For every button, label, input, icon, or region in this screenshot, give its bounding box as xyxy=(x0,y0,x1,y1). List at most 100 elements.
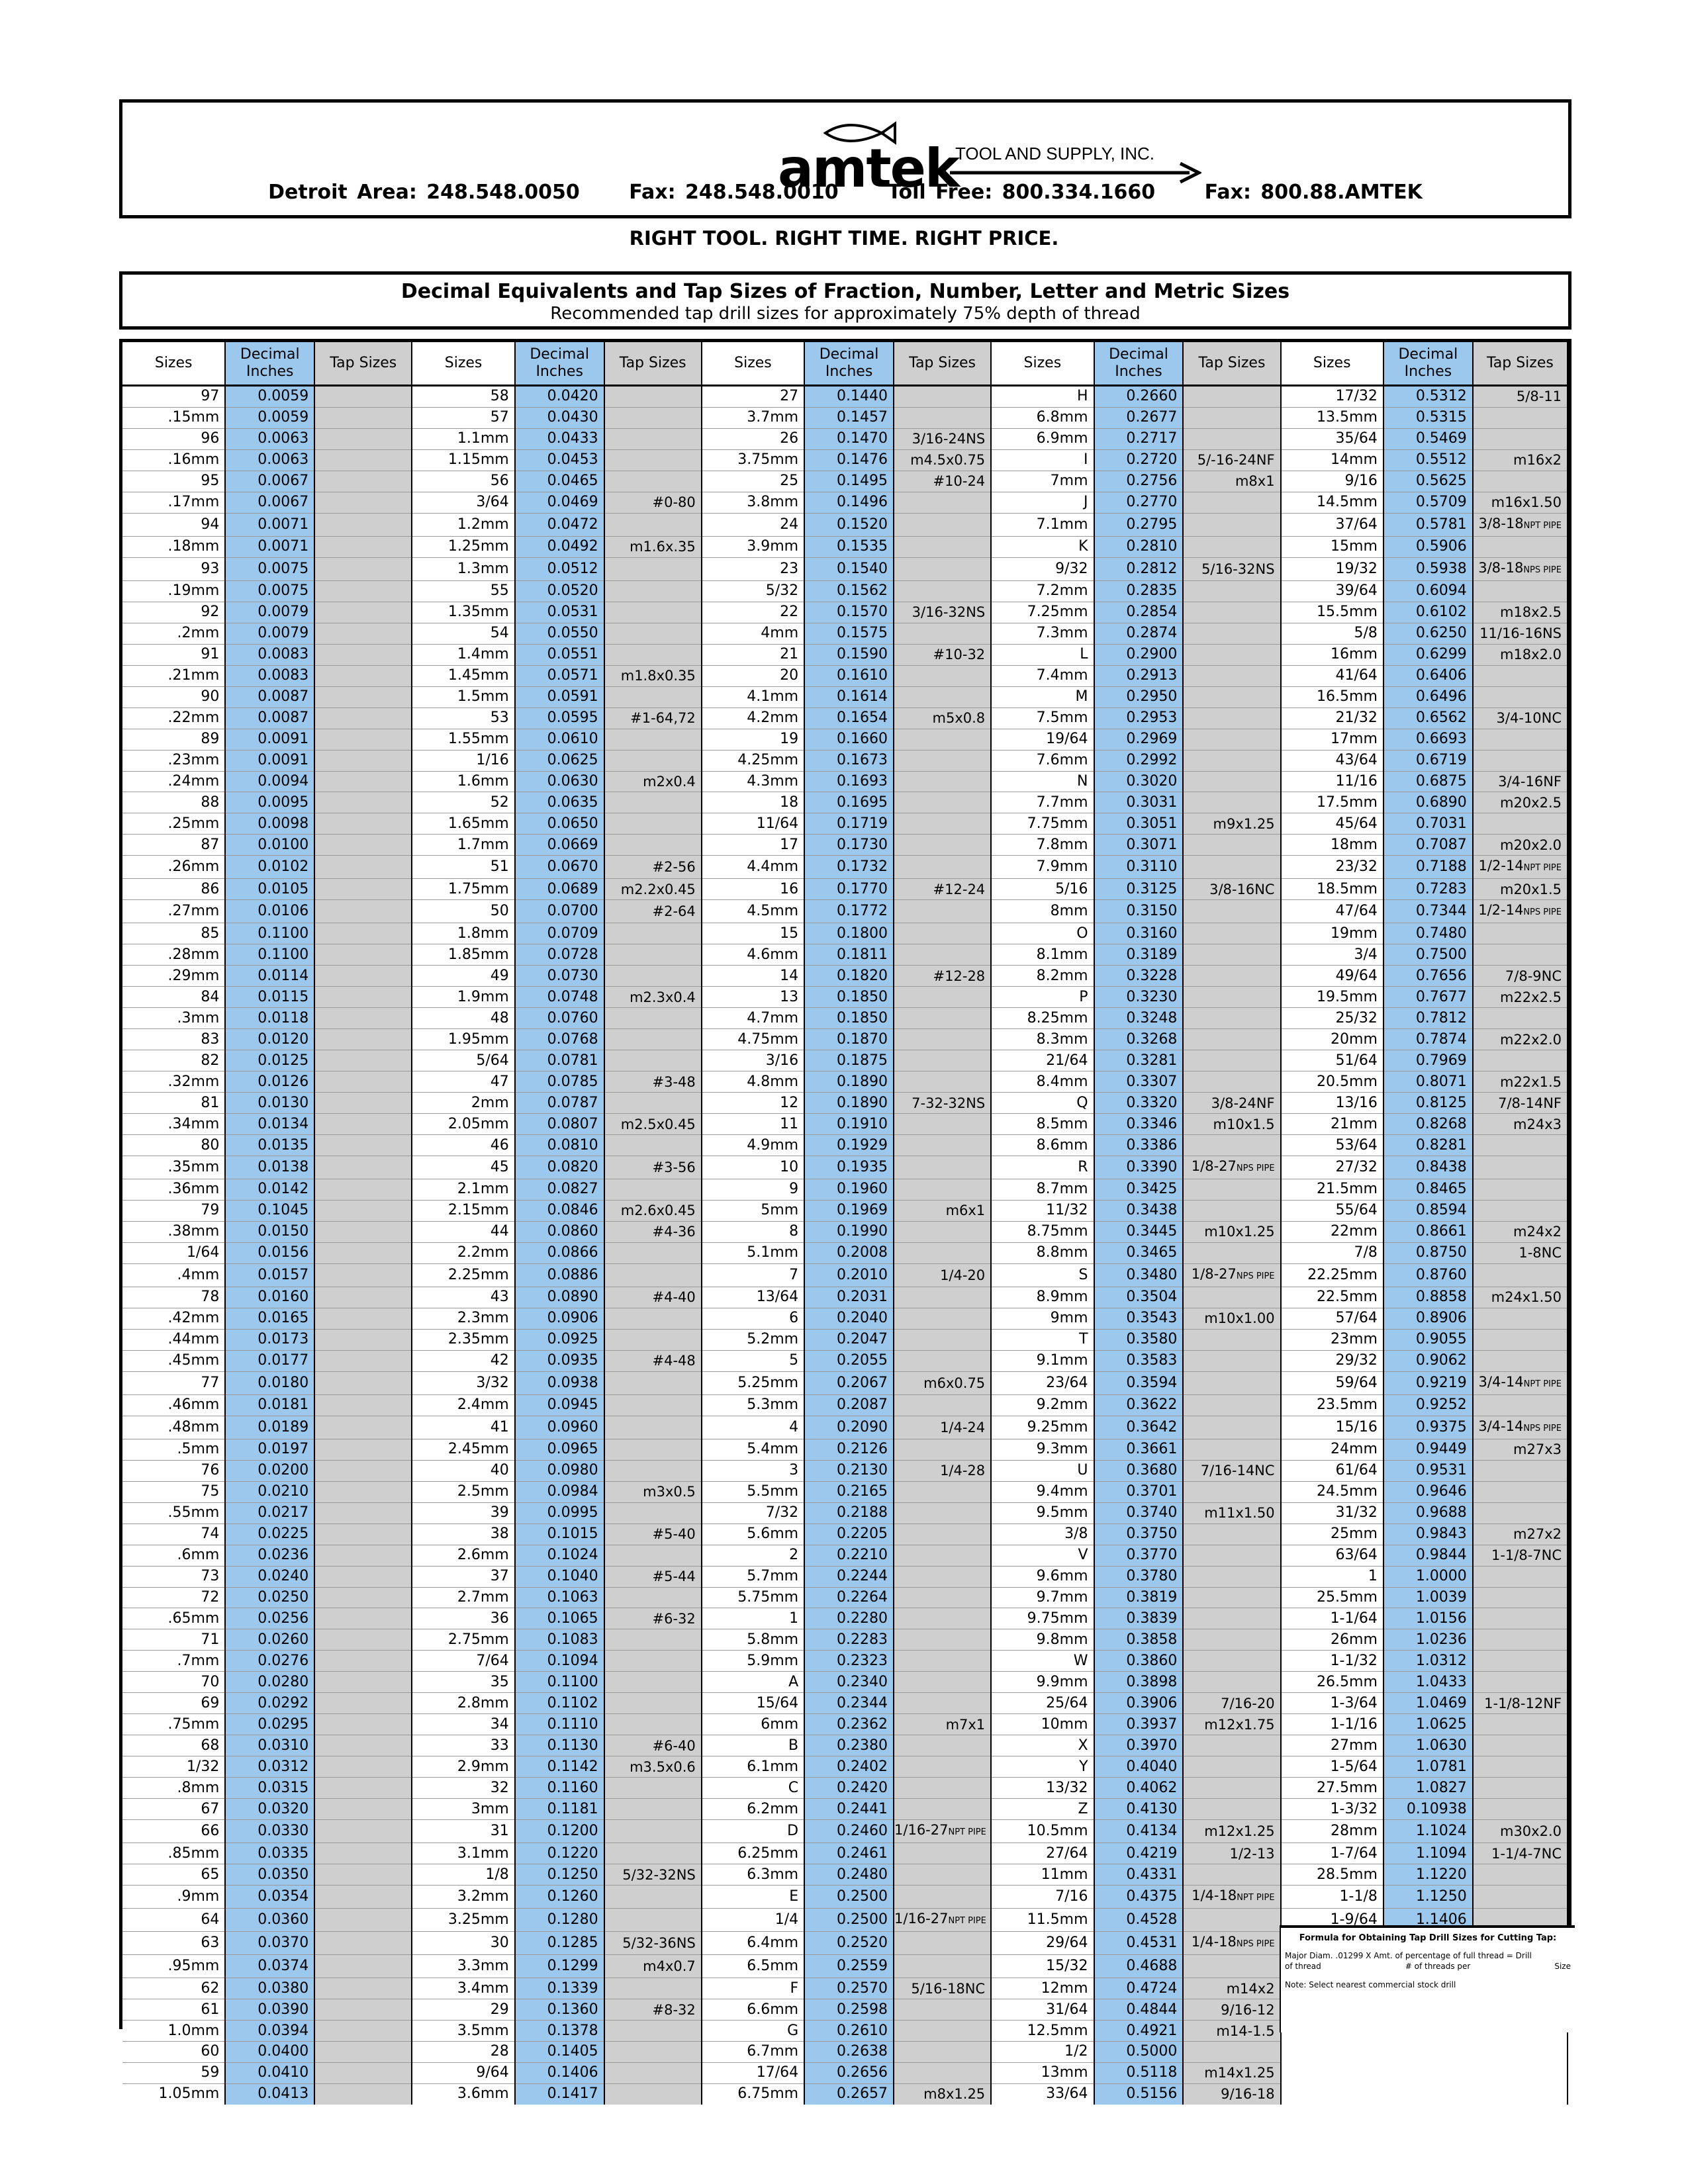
cell-size: 16mm xyxy=(1280,644,1384,666)
table-row: .29mm 0.0114 49 0.0730 14 0.1820 #12-28 8.2mm 0.… xyxy=(122,965,1569,987)
cell-size: 1.6mm xyxy=(412,771,516,793)
cell-size: 19/32 xyxy=(1280,557,1384,581)
cell-decimal: 0.0360 xyxy=(225,1908,316,1933)
cell-size: 29 xyxy=(412,1999,516,2021)
cell-tap xyxy=(604,1777,702,1799)
cell-decimal: 0.0091 xyxy=(225,729,316,751)
cell-tap xyxy=(604,1308,702,1330)
cell-size: 7/8 xyxy=(1280,1242,1384,1264)
cell-size: 1.5mm xyxy=(412,686,516,708)
cell-tap xyxy=(604,1263,702,1287)
cell-size: .17mm xyxy=(122,492,226,514)
cell-size: I xyxy=(991,449,1095,471)
cell-size: 35 xyxy=(412,1671,516,1694)
cell-tap: m14-1.5 xyxy=(1183,2020,1282,2042)
cell-size: .21mm xyxy=(122,665,226,687)
cell-decimal: 0.5938 xyxy=(1383,557,1474,581)
cell-decimal: 0.0938 xyxy=(514,1371,605,1395)
cell-decimal: 0.3390 xyxy=(1094,1156,1184,1179)
cell-decimal: 0.2280 xyxy=(804,1608,895,1630)
cell-size: 5.8mm xyxy=(701,1629,806,1651)
col-header-tap: Tap Sizes xyxy=(604,342,702,387)
table-row: 82 0.0125 5/64 0.0781 3/16 0.1875 21/64 0.3281 5… xyxy=(122,1050,1569,1072)
cell-size: 3/8 xyxy=(991,1524,1095,1545)
cell-tap: #8-32 xyxy=(604,1999,702,2021)
cell-decimal: 0.0130 xyxy=(225,1092,316,1115)
cell-size: 2.45mm xyxy=(412,1439,516,1461)
cell-decimal: 0.0125 xyxy=(225,1050,316,1072)
cell-size: .25mm xyxy=(122,813,226,835)
cell-tap xyxy=(1472,1350,1569,1372)
cell-size: 13mm xyxy=(991,2062,1095,2084)
cell-size: 27/32 xyxy=(1280,1156,1384,1179)
cell-tap xyxy=(894,1156,992,1179)
chart-title-box: Decimal Equivalents and Tap Sizes of Fra… xyxy=(119,271,1571,330)
cell-size: 5.7mm xyxy=(701,1566,806,1588)
cell-decimal: 0.1850 xyxy=(804,1007,895,1030)
cell-decimal: 0.6094 xyxy=(1383,580,1474,602)
cell-tap xyxy=(894,834,992,856)
cell-tap xyxy=(1183,1954,1282,1979)
cell-tap: 7/16-14NC xyxy=(1183,1460,1282,1482)
cell-decimal: 0.1024 xyxy=(514,1545,605,1567)
cell-size: 51/64 xyxy=(1280,1050,1384,1072)
table-row: 75 0.0210 2.5mm 0.0984 m3x0.5 5.5mm 0.2165 9.4m… xyxy=(122,1481,1569,1503)
cell-size: 5.1mm xyxy=(701,1242,806,1264)
cell-decimal: 0.0134 xyxy=(225,1113,316,1136)
table-row: .4mm 0.0157 2.25mm 0.0886 7 0.2010 1/4-20 S 0.34… xyxy=(122,1263,1569,1287)
cell-decimal: 0.0945 xyxy=(514,1394,605,1416)
formula-denominator-mid: # of threads per xyxy=(1405,1962,1471,1971)
cell-size: .4mm xyxy=(122,1263,226,1287)
cell-size: 6.1mm xyxy=(701,1756,806,1778)
cell-tap xyxy=(314,1156,413,1179)
cell-tap xyxy=(604,1394,702,1416)
cell-size: 28mm xyxy=(1280,1819,1384,1844)
cell-tap xyxy=(314,1713,413,1736)
cell-tap xyxy=(314,1650,413,1672)
cell-tap xyxy=(894,513,992,537)
cell-tap xyxy=(1472,471,1569,492)
cell-decimal: 0.3051 xyxy=(1094,813,1184,835)
cell-size: 89 xyxy=(122,729,226,751)
cell-size: 1 xyxy=(1280,1566,1384,1588)
cell-size: 7/16 xyxy=(991,1885,1095,1909)
cell-size: 19 xyxy=(701,729,806,751)
cell-size: 10 xyxy=(701,1156,806,1179)
cell-decimal: 0.7656 xyxy=(1383,965,1474,987)
cell-tap: 7/16-20 xyxy=(1183,1692,1282,1715)
cell-size: .28mm xyxy=(122,944,226,966)
cell-size: 12 xyxy=(701,1092,806,1115)
cell-tap xyxy=(604,1798,702,1821)
cell-tap: m4x0.7 xyxy=(604,1954,702,1979)
cell-decimal: 0.2441 xyxy=(804,1798,895,1821)
cell-decimal: 0.1811 xyxy=(804,944,895,966)
cell-size: 18mm xyxy=(1280,834,1384,856)
cell-tap: #4-36 xyxy=(604,1221,702,1243)
table-row: 77 0.0180 3/32 0.0938 5.25mm 0.2067 m6x0.75 23/… xyxy=(122,1371,1569,1395)
cell-decimal: 0.3465 xyxy=(1094,1242,1184,1264)
cell-decimal: 0.0413 xyxy=(225,2083,316,2105)
cell-decimal: 0.1693 xyxy=(804,771,895,793)
cell-size: 7.8mm xyxy=(991,834,1095,856)
cell-size: 3.2mm xyxy=(412,1885,516,1909)
cell-decimal: 0.1181 xyxy=(514,1798,605,1821)
cell-size: .36mm xyxy=(122,1179,226,1201)
cell-size: 5/32 xyxy=(701,580,806,602)
cell-tap xyxy=(604,449,702,471)
cell-size: 1.45mm xyxy=(412,665,516,687)
cell-tap xyxy=(1183,1329,1282,1351)
cell-size: 9.9mm xyxy=(991,1671,1095,1694)
cell-decimal: 0.5906 xyxy=(1383,536,1474,558)
cell-tap xyxy=(314,1885,413,1909)
cell-size: 1.75mm xyxy=(412,878,516,901)
cell-tap xyxy=(1183,492,1282,514)
cell-size: .6mm xyxy=(122,1545,226,1567)
cell-size: 26 xyxy=(701,428,806,450)
cell-decimal: 0.2047 xyxy=(804,1329,895,1351)
cell-tap xyxy=(1472,1179,1569,1201)
cell-tap xyxy=(1183,1179,1282,1201)
cell-size: 25/32 xyxy=(1280,1007,1384,1030)
cell-decimal: 0.2264 xyxy=(804,1587,895,1609)
cell-decimal: 0.2795 xyxy=(1094,513,1184,537)
cell-decimal: 0.2854 xyxy=(1094,602,1184,623)
